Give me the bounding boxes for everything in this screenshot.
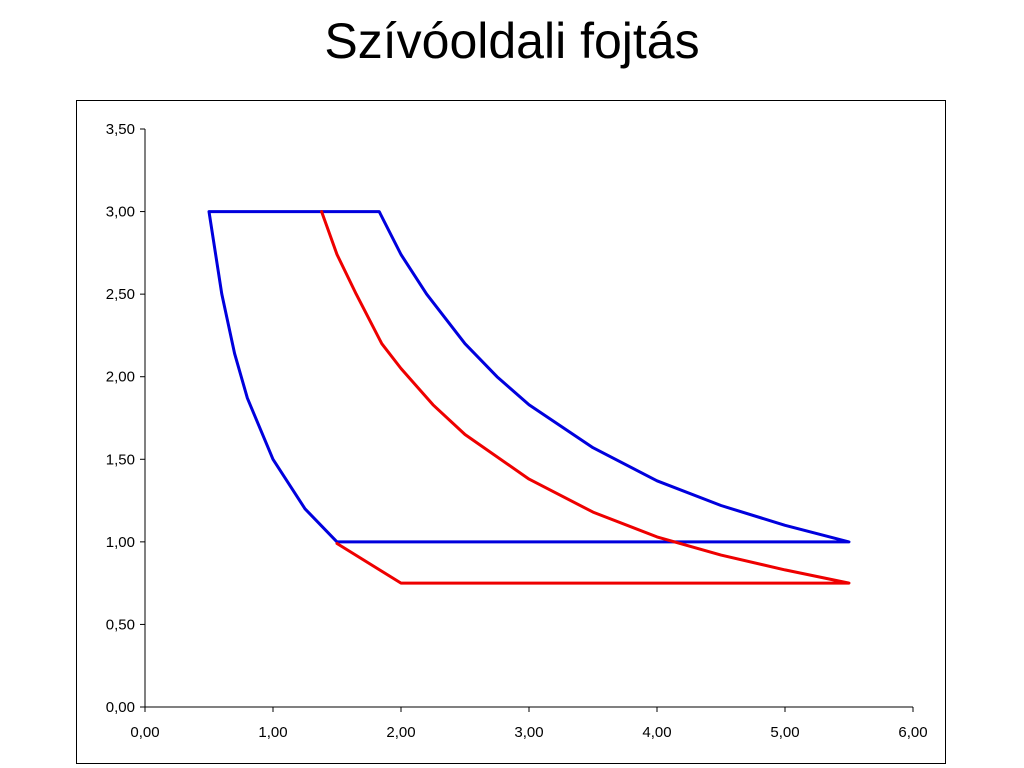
series-line-red xyxy=(320,210,851,585)
y-tick-label: 1,00 xyxy=(106,534,135,551)
series-line-blue xyxy=(207,210,851,544)
x-tick-label: 6,00 xyxy=(898,724,927,741)
x-tick-label: 5,00 xyxy=(770,724,799,741)
y-tick-label: 1,50 xyxy=(106,451,135,468)
slide-title: Szívóoldali fojtás xyxy=(324,13,700,69)
y-tick-label: 2,50 xyxy=(106,286,135,303)
x-tick-label: 4,00 xyxy=(642,724,671,741)
y-tick-label: 3,50 xyxy=(106,121,135,138)
x-tick-label: 3,00 xyxy=(514,724,543,741)
y-tick-label: 3,00 xyxy=(106,204,135,221)
x-tick-label: 2,00 xyxy=(386,724,415,741)
series-lines xyxy=(207,210,851,585)
x-tick-label: 0,00 xyxy=(130,724,159,741)
y-tick-label: 0,50 xyxy=(106,616,135,633)
axes xyxy=(140,128,914,712)
tick-labels: 0,00 0,50 1,00 1,50 2,00 2,50 3,00 3,50 0,00 1,00… xyxy=(106,121,928,741)
y-tick-label: 0,00 xyxy=(106,699,135,716)
y-tick-label: 2,00 xyxy=(106,369,135,386)
x-tick-label: 1,00 xyxy=(258,724,287,741)
